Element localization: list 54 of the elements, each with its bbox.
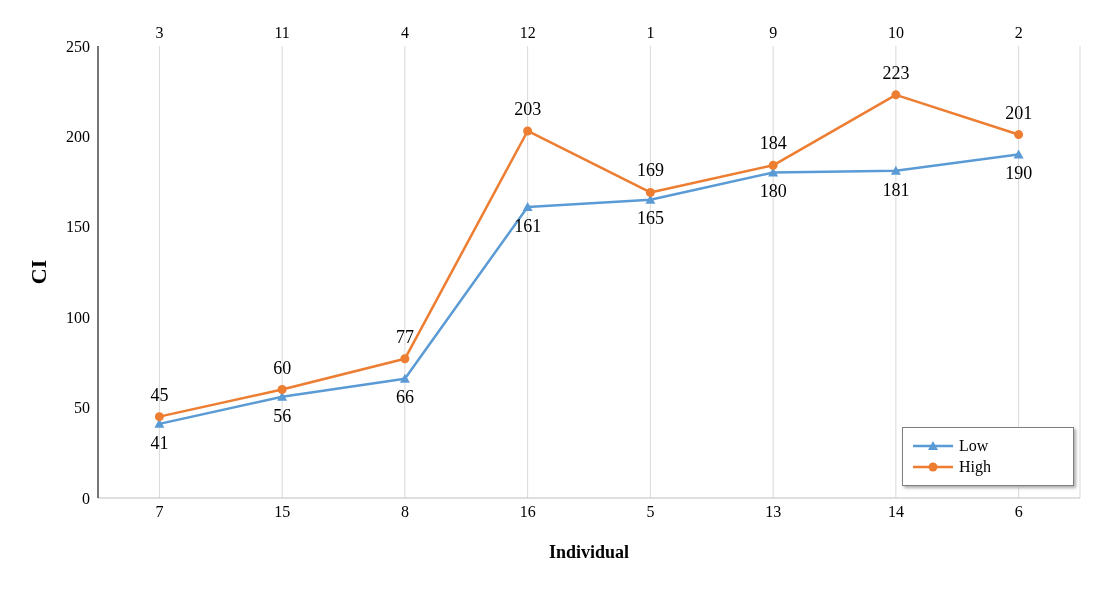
text: 12 (519, 24, 536, 41)
x-tick-label: 8 (400, 503, 409, 521)
data-label: 60 (273, 357, 292, 378)
x-tick-label: 5 (646, 503, 655, 521)
data-label: 56 (273, 405, 292, 426)
x-tick-label: 16 (519, 503, 536, 521)
legend-label: High (959, 458, 991, 476)
x-axis-title: Individual (548, 542, 630, 562)
y-tick-label: 50 (74, 399, 90, 417)
data-label: 190 (1005, 163, 1033, 184)
y-tick-label: 200 (66, 128, 90, 146)
text: 4 (400, 24, 409, 41)
data-label: 45 (150, 384, 169, 405)
point (1013, 149, 1024, 159)
data-label: 181 (882, 179, 910, 200)
text: 9 (769, 24, 778, 41)
data-label: 165 (636, 208, 664, 229)
data-label: 180 (759, 181, 787, 202)
x-tick-label: 13 (765, 503, 782, 521)
text: 11 (274, 24, 290, 41)
y-tick-label: 250 (66, 37, 90, 55)
data-label: 203 (514, 98, 542, 119)
point (890, 165, 901, 175)
data-label: 223 (882, 62, 910, 83)
point (399, 373, 410, 383)
data-label: 77 (395, 326, 414, 347)
y-tick-label: 0 (82, 489, 90, 507)
x-tick-label: 14 (887, 503, 904, 521)
y-tick-label: 100 (66, 308, 90, 326)
data-label: 184 (759, 133, 787, 154)
point (645, 187, 655, 197)
point (891, 90, 901, 100)
data-label: 66 (395, 387, 414, 408)
legend-label: Low (959, 437, 989, 455)
point (768, 160, 778, 170)
x-tick-label: 6 (1014, 503, 1023, 521)
point (277, 385, 287, 395)
point (400, 354, 410, 364)
text: 3 (155, 24, 164, 41)
x-tick-label: 7 (155, 503, 164, 521)
data-label: 161 (514, 215, 542, 236)
y-axis-title: CI (25, 259, 51, 285)
data-label: 41 (150, 432, 169, 453)
point (154, 412, 164, 422)
text: 1 (646, 24, 655, 41)
y-tick-label: 150 (66, 218, 90, 236)
text: 2 (1014, 24, 1023, 41)
x-tick-label: 15 (274, 503, 291, 521)
point (523, 126, 533, 136)
point (1014, 130, 1024, 140)
data-label: 201 (1005, 102, 1033, 123)
text: 10 (887, 24, 904, 41)
data-label: 169 (636, 160, 664, 181)
point (522, 201, 533, 211)
